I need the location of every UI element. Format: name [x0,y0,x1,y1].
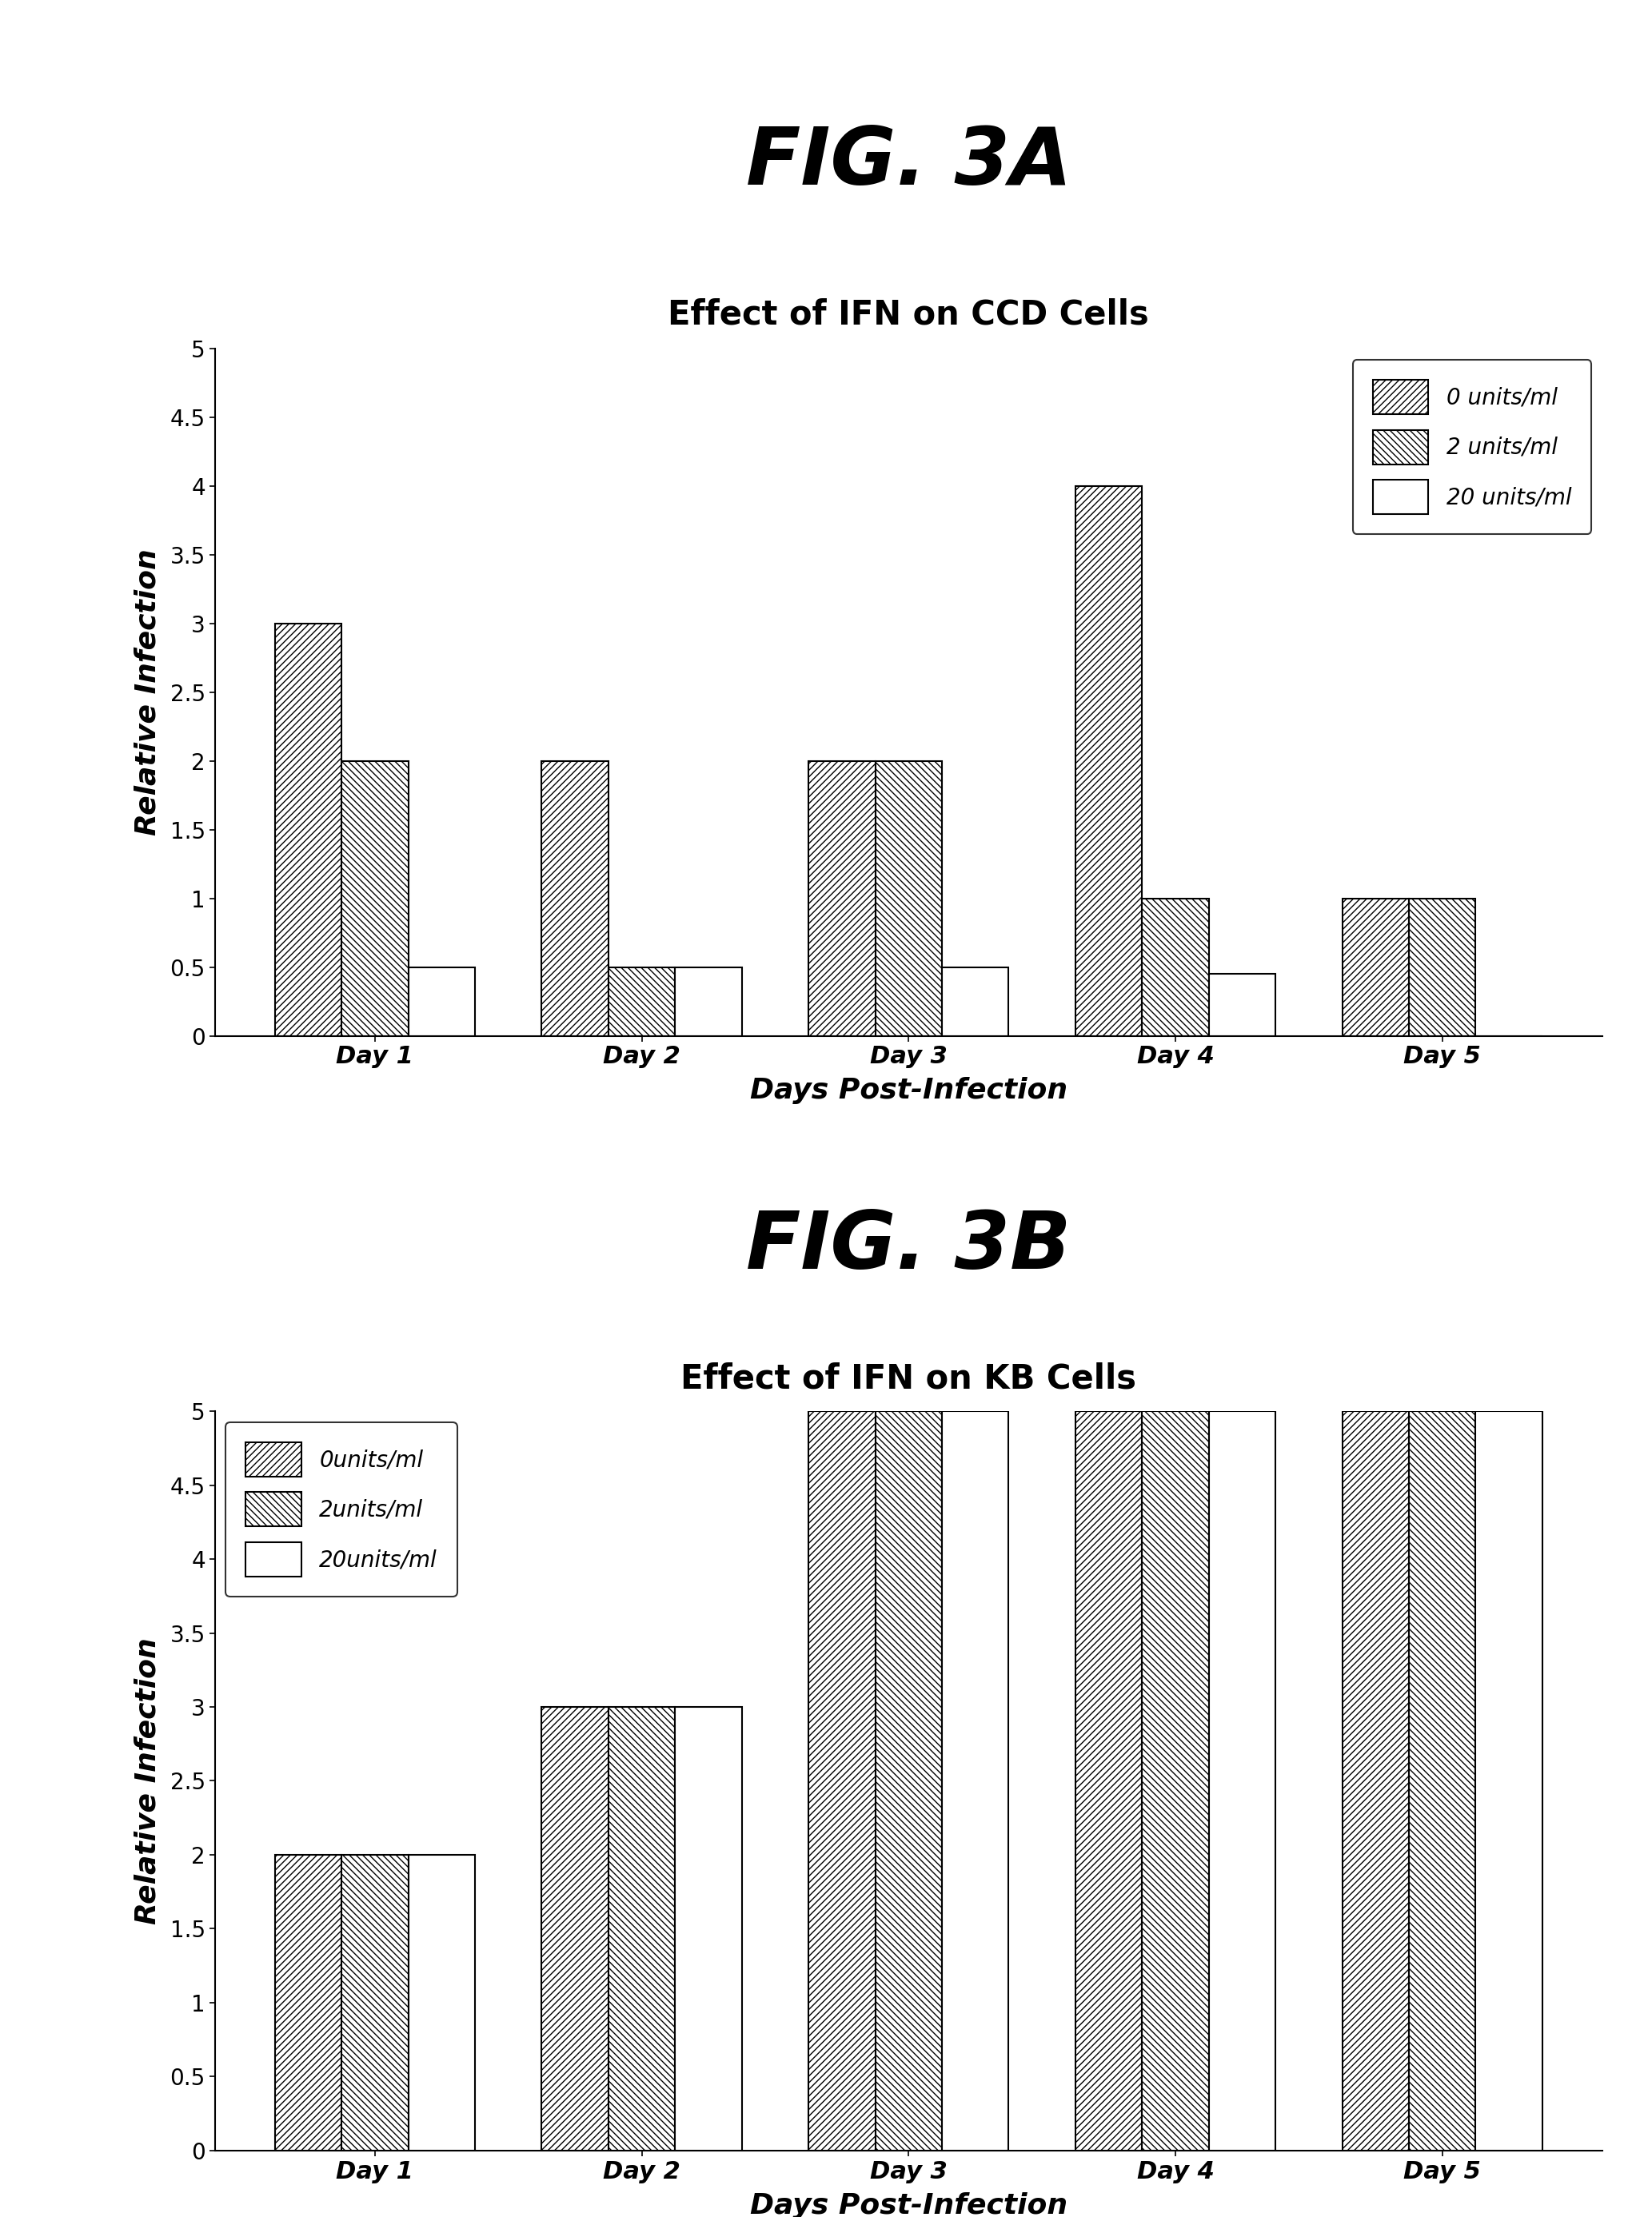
Bar [1142,1412,1209,2150]
Bar [1343,898,1409,1035]
Bar [1475,1412,1543,2150]
Bar [1075,486,1142,1035]
Bar [876,1412,942,2150]
Bar [1142,898,1209,1035]
Bar [1209,1412,1275,2150]
Text: FIG. 3A: FIG. 3A [745,124,1072,202]
Bar [608,967,676,1035]
Bar [942,1412,1009,2150]
Bar [342,1856,408,2150]
Bar [676,967,742,1035]
Bar [542,1707,608,2150]
Legend: 0units/ml, 2units/ml, 20units/ml: 0units/ml, 2units/ml, 20units/ml [226,1423,458,1596]
Text: Effect of IFN on CCD Cells: Effect of IFN on CCD Cells [667,297,1150,330]
Bar [676,1707,742,2150]
Bar [808,1412,876,2150]
Bar [608,1707,676,2150]
Bar [542,760,608,1035]
Y-axis label: Relative Infection: Relative Infection [134,1638,160,1924]
Bar [274,1856,342,2150]
Bar [1409,1412,1475,2150]
Bar [1209,973,1275,1035]
Bar [1343,1412,1409,2150]
Bar [342,760,408,1035]
Bar [1409,898,1475,1035]
Bar [942,967,1009,1035]
X-axis label: Days Post-Infection: Days Post-Infection [750,1077,1067,1104]
Bar [808,760,876,1035]
Bar [274,623,342,1035]
Bar [408,967,476,1035]
Y-axis label: Relative Infection: Relative Infection [134,550,160,836]
Text: Effect of IFN on KB Cells: Effect of IFN on KB Cells [681,1361,1137,1394]
X-axis label: Days Post-Infection: Days Post-Infection [750,2193,1067,2217]
Bar [408,1856,476,2150]
Legend: 0 units/ml, 2 units/ml, 20 units/ml: 0 units/ml, 2 units/ml, 20 units/ml [1353,359,1591,534]
Text: FIG. 3B: FIG. 3B [747,1208,1070,1286]
Bar [1075,1412,1142,2150]
Bar [876,760,942,1035]
